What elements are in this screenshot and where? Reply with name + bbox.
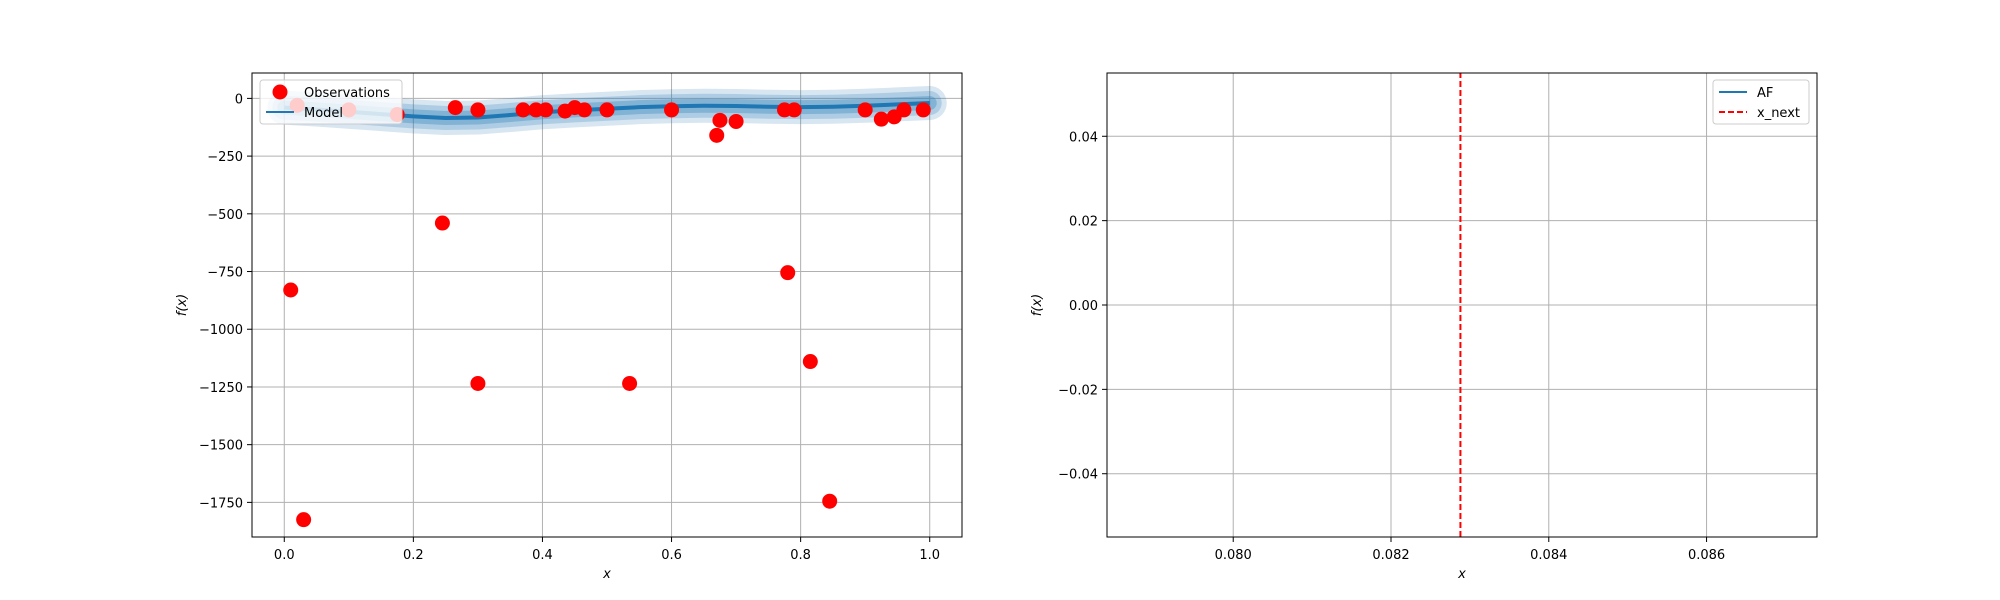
chart-left: 0.0 0.2 0.4 0.6 0.8 1.0 0 −250 −500 −750 −1000 −12…	[175, 72, 963, 582]
observation-point	[915, 102, 931, 118]
observation-point	[780, 265, 796, 281]
chart-right: 0.080 0.082 0.084 0.086 0.04 0.02 0.00 −0.02 −0…	[1030, 72, 1818, 582]
observation-point	[447, 100, 463, 116]
x-axis-label-left: x	[602, 567, 611, 582]
legend-af-label: AF	[1757, 86, 1773, 101]
x-tick-label: 0.8	[790, 548, 811, 563]
y-tick-label: −1500	[199, 439, 243, 454]
observation-point	[802, 354, 818, 370]
x-tick-label: 0.2	[403, 548, 424, 563]
x-tick-label: 0.0	[274, 548, 295, 563]
y-tick-label: −1750	[199, 496, 243, 511]
observation-point	[857, 102, 873, 118]
x-ticks-right: 0.080 0.082 0.084 0.086	[1215, 537, 1725, 563]
observation-point	[434, 215, 450, 231]
y-tick-label: 0.00	[1069, 299, 1098, 314]
y-tick-label: −0.04	[1058, 468, 1098, 483]
observation-point	[470, 375, 486, 391]
observation-point	[786, 102, 802, 118]
y-tick-label: −250	[207, 150, 243, 165]
x-tick-label: 0.084	[1530, 548, 1567, 563]
x-ticks-left: 0.0 0.2 0.4 0.6 0.8 1.0	[274, 537, 940, 563]
grid-right	[1107, 73, 1817, 537]
legend-box-left	[259, 79, 403, 125]
plot-area-left	[252, 73, 962, 537]
observation-point	[283, 282, 299, 298]
y-tick-label: 0.02	[1069, 215, 1098, 230]
observation-point	[664, 102, 680, 118]
y-tick-label: −500	[207, 208, 243, 223]
x-tick-label: 0.086	[1688, 548, 1725, 563]
legend-observations-marker	[272, 84, 288, 100]
x-tick-label: 0.4	[532, 548, 553, 563]
observation-point	[709, 127, 725, 143]
observation-point	[576, 102, 592, 118]
y-tick-label: −0.02	[1058, 383, 1098, 398]
observation-point	[728, 113, 744, 129]
y-tick-label: −750	[207, 266, 243, 281]
y-ticks-right: 0.04 0.02 0.00 −0.02 −0.04	[1058, 130, 1107, 483]
x-tick-label: 1.0	[919, 548, 940, 563]
grid-left	[252, 73, 962, 537]
observation-point	[896, 102, 912, 118]
y-axis-label-right: f(x)	[1030, 294, 1045, 316]
y-tick-label: 0	[235, 92, 243, 107]
y-tick-label: 0.04	[1069, 130, 1098, 145]
x-tick-label: 0.6	[661, 548, 682, 563]
observation-point	[622, 375, 638, 391]
legend-model-label: Model	[304, 106, 343, 121]
observation-point	[296, 512, 312, 528]
axes-frame-left	[251, 72, 963, 538]
observation-point	[712, 112, 728, 128]
observation-point	[470, 102, 486, 118]
x-tick-label: 0.082	[1372, 548, 1409, 563]
observation-point	[515, 102, 531, 118]
legend-left: Observations Model	[259, 79, 403, 125]
y-ticks-left: 0 −250 −500 −750 −1000 −1250 −1500 −1750	[199, 92, 252, 511]
x-axis-label-right: x	[1457, 567, 1466, 582]
observation-point	[822, 493, 838, 509]
legend-observations-label: Observations	[304, 86, 390, 101]
y-axis-label-left: f(x)	[175, 294, 190, 316]
observation-point	[599, 102, 615, 118]
y-tick-label: −1000	[199, 323, 243, 338]
legend-x-next-label: x_next	[1757, 106, 1800, 121]
legend-right: AF x_next	[1712, 79, 1810, 125]
x-tick-label: 0.080	[1215, 548, 1252, 563]
observation-point	[873, 111, 889, 127]
y-tick-label: −1250	[199, 381, 243, 396]
observation-point	[538, 102, 554, 118]
